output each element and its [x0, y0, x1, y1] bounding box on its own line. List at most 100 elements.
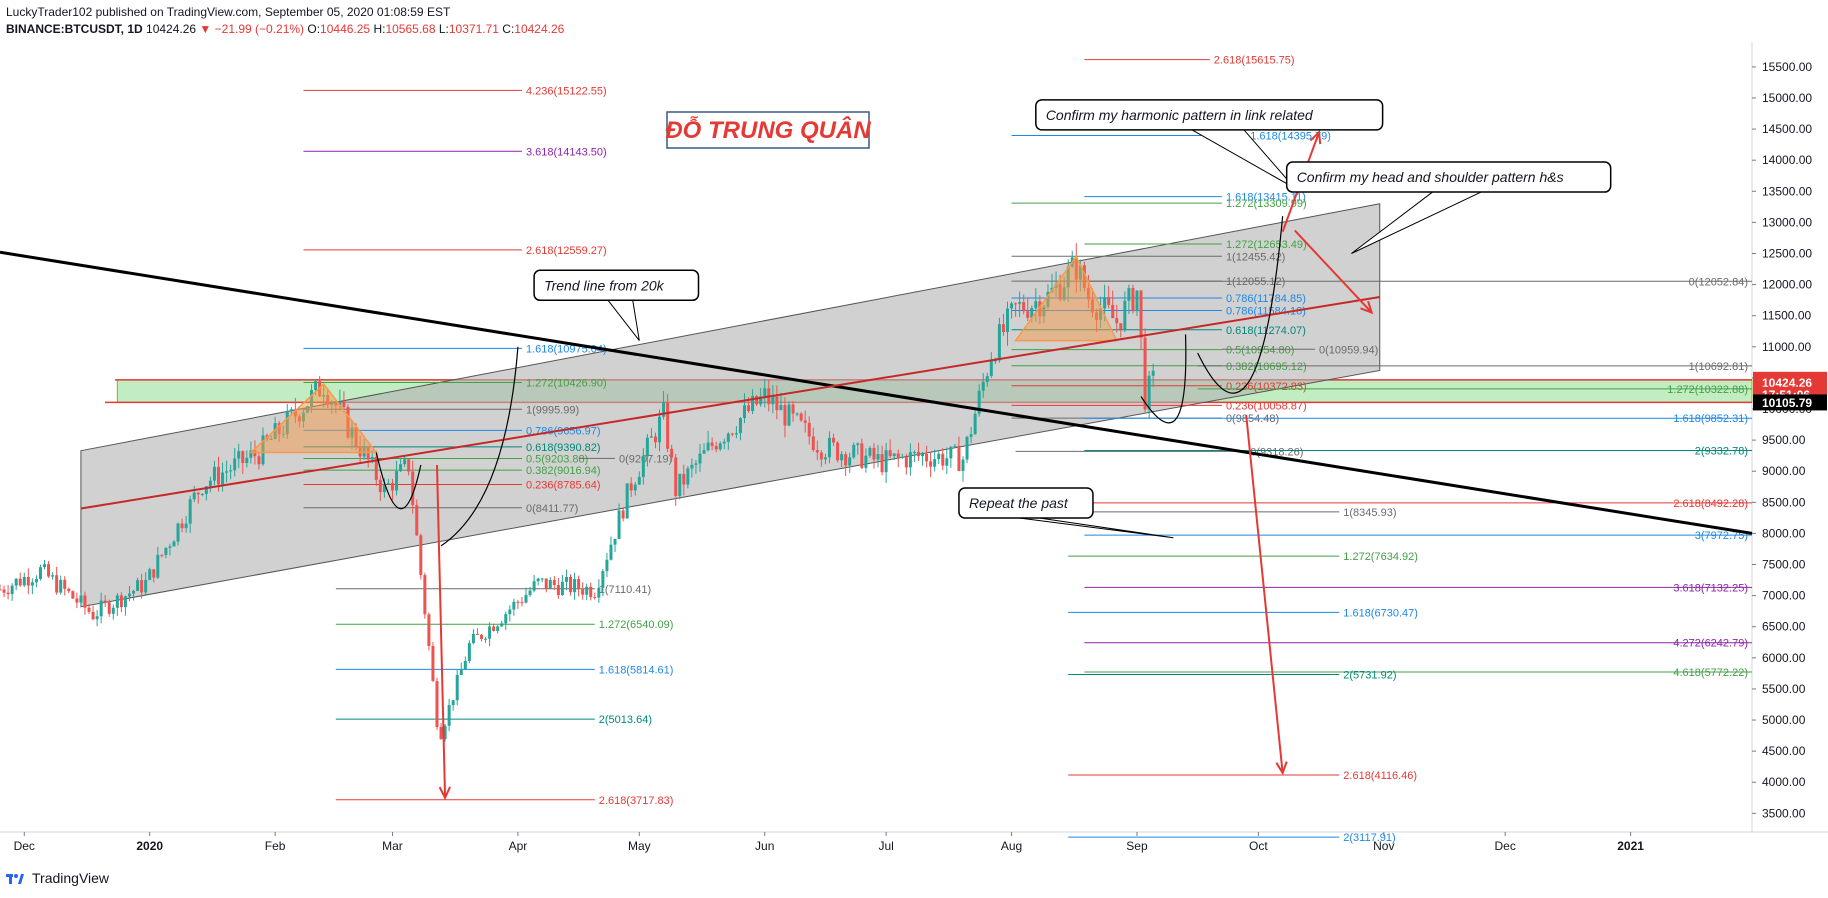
candle-body — [132, 590, 136, 594]
price-tick-label: 5500.00 — [1762, 682, 1806, 696]
candle-body — [876, 454, 880, 460]
red-arrow-line — [435, 464, 447, 798]
fib-label: 1.272(6540.09) — [599, 619, 674, 631]
time-tick-label: Dec — [1495, 839, 1516, 853]
candle-body — [427, 614, 431, 646]
candle-body — [742, 405, 746, 419]
candle-body — [399, 464, 403, 472]
candle-body — [747, 405, 751, 412]
candle-body — [896, 453, 900, 458]
low-label: L: — [438, 22, 449, 36]
fib-label: 1.618(9852.31) — [1673, 413, 1748, 425]
candle-body — [249, 450, 253, 458]
price-tick-label: 7000.00 — [1762, 589, 1806, 603]
candle-body — [564, 576, 568, 582]
fib-label: 0.618(9390.82) — [526, 442, 601, 454]
candle-body — [892, 453, 896, 457]
candle-body — [815, 449, 819, 453]
candle-body — [827, 437, 831, 458]
price-tick-label: 11000.00 — [1762, 340, 1811, 354]
candle-body — [484, 638, 488, 640]
candle-body — [573, 579, 577, 593]
candle-body — [961, 459, 965, 471]
candle-body — [463, 661, 467, 670]
candle-body — [832, 437, 836, 443]
close-value: 10424.26 — [514, 22, 565, 36]
candle-body — [819, 452, 823, 460]
candle-body — [682, 473, 686, 485]
candle-body — [160, 554, 164, 556]
candle-body — [864, 455, 868, 468]
candle-body — [702, 450, 706, 454]
candle-body — [625, 483, 629, 519]
candle-body — [314, 381, 318, 391]
time-tick-label: Jun — [755, 839, 774, 853]
price-tag-label: 10105.79 — [1762, 396, 1812, 410]
time-tick-label: Aug — [1001, 839, 1022, 853]
candle-body — [848, 457, 852, 466]
black-trendline — [0, 250, 1753, 535]
price-chart[interactable]: 4.236(15122.55) 3.618(14143.50) 2.618(1255… — [0, 42, 1828, 862]
candle-body — [670, 448, 674, 458]
price-tick-label: 4000.00 — [1762, 775, 1806, 789]
candle-body — [710, 442, 714, 446]
candle-body — [1026, 311, 1030, 318]
candle-body — [257, 456, 261, 465]
candle-body — [38, 567, 42, 580]
time-tick-label: Mar — [382, 839, 403, 853]
candle-body — [560, 581, 564, 596]
time-tick-label: Oct — [1249, 839, 1268, 853]
candle-body — [407, 459, 411, 472]
candle-body — [973, 413, 977, 435]
candle-body — [63, 579, 67, 589]
candle-body — [532, 581, 536, 591]
candle-body — [475, 633, 479, 635]
candle-body — [184, 523, 188, 529]
price-tick-label: 11500.00 — [1762, 309, 1811, 323]
candle-body — [221, 472, 225, 485]
price-tag — [1753, 394, 1827, 411]
candle-body — [811, 436, 815, 450]
candle-body — [674, 457, 678, 496]
candle-body — [1147, 375, 1151, 410]
candle-body — [289, 409, 293, 412]
candle-body — [200, 493, 204, 495]
fib-label: 2(3117.91) — [1343, 832, 1395, 844]
candle-body — [156, 554, 160, 578]
time-tick-label: Nov — [1373, 839, 1394, 853]
candle-body — [977, 390, 981, 414]
candle-body — [925, 453, 929, 462]
fib-label: 2(5731.92) — [1343, 669, 1396, 681]
candle-body — [443, 725, 447, 740]
publish-info: LuckyTrader102 published on TradingView.… — [6, 5, 451, 19]
candle-body — [666, 402, 670, 449]
price-tick-label: 14500.00 — [1762, 122, 1812, 136]
candle-body — [111, 607, 115, 614]
high-label: H: — [373, 22, 386, 36]
candle-body — [75, 598, 79, 603]
candle-body — [1034, 301, 1038, 309]
last-price: 10424.26 — [146, 22, 197, 36]
candle-body — [127, 593, 131, 597]
candle-body — [548, 579, 552, 589]
candle-body — [467, 643, 471, 662]
candle-body — [34, 579, 38, 583]
candle-body — [807, 422, 811, 437]
candle-body — [1119, 323, 1123, 330]
candle-body — [872, 447, 876, 460]
candle-body — [653, 436, 657, 443]
candle-body — [941, 453, 945, 466]
price-tick-label: 12500.00 — [1762, 246, 1812, 260]
candle-body — [690, 464, 694, 469]
time-axis: Dec 2020 Feb Mar Apr May Jun Jul Aug Sep Oct Nov Dec… — [14, 832, 1644, 853]
candle-body — [738, 418, 742, 434]
candle-body — [953, 445, 957, 447]
red-arrow-head — [1309, 130, 1322, 145]
candle-body — [945, 458, 949, 466]
candle-body — [552, 579, 556, 586]
candle-body — [759, 396, 763, 405]
chart-title: ĐỖ TRUNG QUÂN — [665, 115, 871, 144]
candle-body — [229, 470, 233, 472]
candle-body — [91, 611, 95, 620]
candle-body — [658, 416, 662, 443]
